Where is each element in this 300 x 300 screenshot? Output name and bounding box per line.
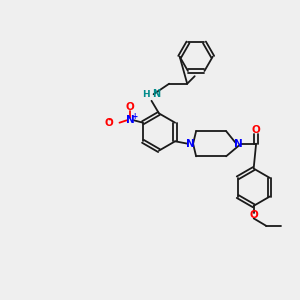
- Text: N: N: [234, 139, 243, 149]
- Text: -: -: [107, 115, 112, 125]
- Text: H: H: [142, 90, 150, 99]
- Text: O: O: [252, 124, 260, 135]
- Text: N: N: [126, 115, 135, 125]
- Text: N: N: [152, 89, 160, 99]
- Text: O: O: [126, 102, 135, 112]
- Text: O: O: [249, 210, 258, 220]
- Text: +: +: [131, 112, 137, 121]
- Text: O: O: [105, 118, 113, 128]
- Text: N: N: [186, 139, 195, 149]
